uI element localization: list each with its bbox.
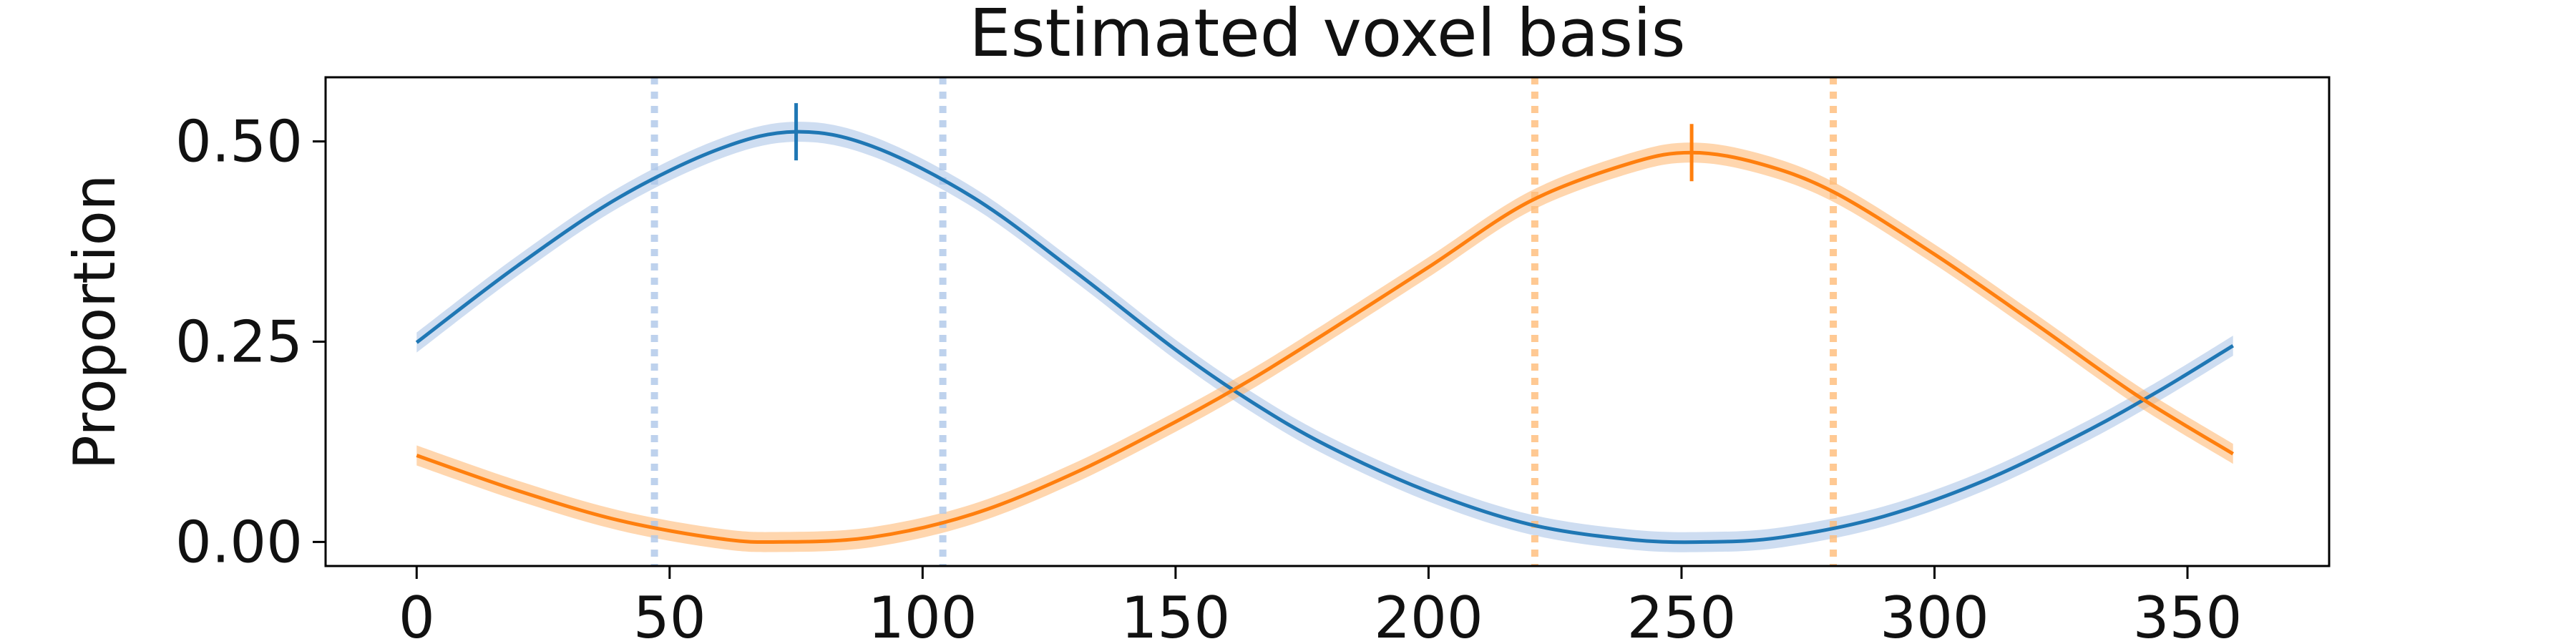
y-axis-label: Proportion — [62, 175, 128, 470]
y-axis-ticks: 0.00 0.25 0.50 — [175, 109, 326, 575]
x-tick-label-0: 0 — [399, 585, 435, 644]
peak-markers — [794, 103, 1694, 182]
confidence-bands — [416, 122, 2233, 552]
x-tick-label-2: 100 — [868, 585, 977, 644]
y-tick-label-2: 0.50 — [175, 109, 303, 175]
x-axis-ticks: 0 50 100 150 200 250 300 350 — [399, 566, 2243, 644]
x-tick-label-5: 250 — [1627, 585, 1737, 644]
dashed-marker-lines — [650, 77, 1838, 566]
series-line-1 — [415, 130, 2235, 545]
y-tick-label-1: 0.25 — [175, 308, 303, 375]
x-tick-label-3: 150 — [1121, 585, 1231, 644]
x-tick-label-1: 50 — [633, 585, 706, 644]
x-tick-label-7: 350 — [2133, 585, 2243, 644]
x-tick-label-6: 300 — [1880, 585, 1989, 644]
series-line-2 — [416, 150, 2234, 545]
series-lines — [415, 130, 2235, 545]
plot-frame — [324, 76, 2331, 567]
confidence-band-2 — [416, 142, 2233, 552]
y-tick-label-0: 0.00 — [175, 509, 303, 575]
chart-title: Estimated voxel basis — [969, 0, 1685, 72]
x-tick-label-4: 200 — [1374, 585, 1483, 644]
